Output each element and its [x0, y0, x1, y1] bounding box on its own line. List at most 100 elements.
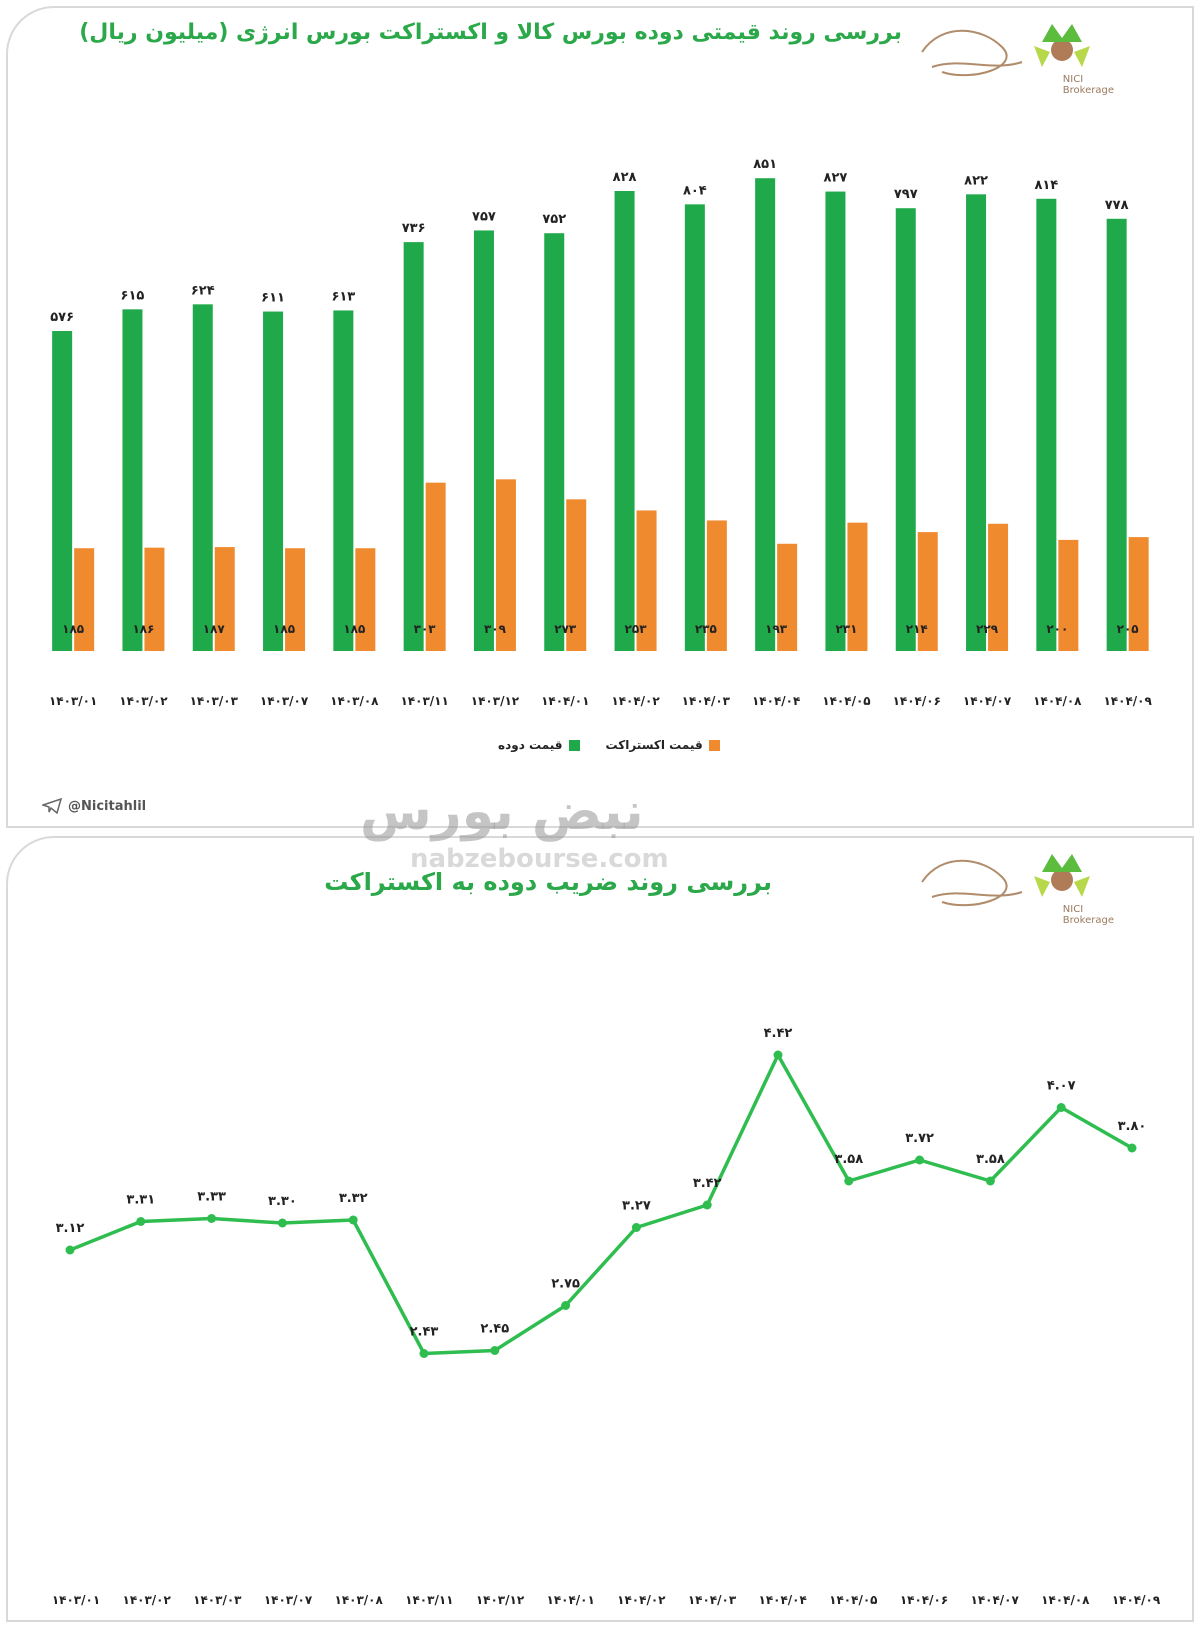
extract-bar	[144, 547, 165, 651]
x-tick-label: ۱۴۰۳/۰۲	[123, 1593, 172, 1607]
carbon-black-value-label: ۷۵۷	[472, 209, 496, 224]
legend-label-extract: قیمت اکستراکت	[605, 738, 703, 752]
ratio-value-label: ۳.۱۲	[56, 1221, 85, 1236]
ratio-chart-panel: بررسی روند ضریب دوده به اکستراکت NICI Br…	[6, 836, 1194, 1622]
ratio-data-point	[1056, 1103, 1066, 1112]
carbon-black-value-label: ۶۲۴	[191, 283, 215, 298]
ratio-value-label: ۴.۴۲	[764, 1026, 793, 1041]
x-tick-label: ۱۴۰۳/۰۸	[335, 1593, 384, 1607]
ratio-data-point	[985, 1176, 995, 1186]
carbon-black-value-label: ۸۰۴	[683, 183, 707, 198]
x-tick-label: ۱۴۰۳/۰۱	[52, 1593, 100, 1607]
x-tick-label: ۱۴۰۴/۰۳	[688, 1593, 737, 1607]
x-tick-label: ۱۴۰۳/۰۲	[119, 694, 168, 708]
ratio-data-point	[65, 1245, 75, 1255]
carbon-black-bar	[966, 194, 987, 652]
extract-value-label: ۲۲۹	[976, 622, 999, 636]
telegram-handle-text: @Nicitahlil	[68, 798, 147, 814]
x-tick-label: ۱۴۰۳/۰۱	[49, 694, 97, 708]
extract-value-label: ۱۸۷	[203, 622, 226, 636]
ratio-value-label: ۳.۳۱	[126, 1193, 155, 1208]
ratio-value-label: ۳.۳۲	[339, 1191, 368, 1206]
x-tick-label: ۱۴۰۴/۰۴	[759, 1593, 807, 1607]
ratio-data-point	[915, 1155, 925, 1165]
carbon-black-value-label: ۸۲۷	[824, 171, 848, 186]
extract-bar	[1128, 537, 1149, 651]
legend-label-carbon-black: قیمت دوده	[498, 738, 563, 752]
ratio-chart-title: بررسی روند ضریب دوده به اکستراکت	[324, 868, 772, 896]
carbon-black-value-label: ۸۵۱	[753, 157, 777, 172]
extract-bar	[636, 510, 657, 651]
carbon-black-bar	[825, 191, 846, 652]
x-tick-label: ۱۴۰۴/۰۲	[611, 694, 660, 708]
ratio-value-label: ۳.۵۸	[834, 1152, 863, 1167]
x-tick-label: ۱۴۰۴/۰۴	[752, 694, 800, 708]
carbon-black-bar	[333, 310, 354, 651]
carbon-black-bar	[614, 191, 635, 651]
extract-bar	[1058, 539, 1079, 651]
extract-bar	[425, 482, 446, 651]
telegram-handle: @Nicitahlil	[42, 798, 146, 814]
x-tick-label: ۱۴۰۴/۰۹	[1112, 1593, 1161, 1607]
carbon-black-value-label: ۷۵۲	[542, 212, 566, 227]
extract-bar	[566, 499, 587, 651]
x-tick-label: ۱۴۰۳/۱۱	[405, 1593, 453, 1607]
ratio-data-point	[490, 1346, 500, 1355]
ratio-value-label: ۴.۰۷	[1047, 1079, 1076, 1094]
carbon-black-bar	[755, 178, 776, 651]
price-chart-title: بررسی روند قیمتی دوده بورس کالا و اکسترا…	[79, 20, 902, 45]
ratio-data-point	[348, 1215, 358, 1225]
carbon-black-bar	[122, 309, 143, 651]
x-tick-label: ۱۴۰۴/۰۵	[822, 694, 870, 708]
ratio-data-point	[1127, 1143, 1137, 1153]
carbon-black-bar	[192, 304, 213, 651]
ratio-value-label: ۳.۷۲	[905, 1131, 934, 1146]
ratio-data-point	[844, 1176, 854, 1186]
x-tick-label: ۱۴۰۴/۰۸	[1041, 1593, 1090, 1607]
x-tick-label: ۱۴۰۳/۰۳	[193, 1593, 242, 1607]
x-tick-label: ۱۴۰۴/۰۶	[893, 694, 941, 708]
carbon-black-bar	[52, 331, 73, 651]
x-tick-label: ۱۴۰۴/۰۷	[971, 1593, 1020, 1607]
x-tick-label: ۱۴۰۴/۰۲	[617, 1593, 666, 1607]
x-tick-label: ۱۴۰۴/۰۱	[547, 1593, 595, 1607]
carbon-black-bar	[403, 242, 424, 651]
extract-value-label: ۱۸۵	[62, 622, 84, 636]
extract-value-label: ۲۷۳	[554, 622, 577, 636]
carbon-black-value-label: ۸۲۸	[613, 170, 637, 185]
ratio-value-label: ۳.۵۸	[976, 1152, 1005, 1167]
ratio-data-point	[136, 1217, 146, 1226]
carbon-black-value-label: ۶۱۳	[331, 289, 355, 304]
extract-value-label: ۲۰۰	[1046, 622, 1068, 636]
x-tick-label: ۱۴۰۳/۰۳	[190, 694, 239, 708]
ratio-data-point	[702, 1200, 712, 1210]
extract-bar	[214, 547, 235, 651]
extract-value-label: ۲۳۱	[835, 622, 857, 636]
x-tick-label: ۱۴۰۴/۰۶	[900, 1593, 948, 1607]
extract-bar	[355, 548, 376, 651]
x-tick-label: ۱۴۰۳/۱۲	[471, 694, 520, 708]
ratio-value-label: ۲.۴۳	[410, 1325, 439, 1340]
carbon-black-value-label: ۸۲۲	[964, 173, 988, 188]
ratio-data-point	[277, 1218, 287, 1228]
x-tick-label: ۱۴۰۳/۰۷	[264, 1593, 313, 1607]
ratio-value-label: ۲.۴۵	[480, 1322, 509, 1337]
x-tick-label: ۱۴۰۳/۱۱	[400, 694, 448, 708]
brand-caption: NICI Brokerage	[1062, 74, 1114, 96]
ratio-data-point	[773, 1050, 783, 1060]
ratio-series-line	[69, 1053, 1133, 1356]
x-tick-label: ۱۴۰۴/۰۸	[1033, 694, 1082, 708]
ratio-value-label: ۳.۲۷	[622, 1199, 651, 1214]
nici-brokerage-logo	[921, 24, 1090, 77]
carbon-black-bar	[263, 311, 284, 651]
legend-swatch-extract	[708, 739, 720, 751]
carbon-black-bar	[895, 208, 916, 651]
extract-bar	[917, 532, 938, 651]
extract-value-label: ۱۹۳	[765, 622, 788, 636]
ratio-value-label: ۳.۴۲	[693, 1176, 722, 1191]
carbon-black-value-label: ۵۷۶	[50, 310, 74, 325]
x-tick-label: ۱۴۰۴/۰۹	[1103, 694, 1152, 708]
carbon-black-value-label: ۸۱۴	[1034, 178, 1058, 193]
x-tick-label: ۱۴۰۴/۰۳	[682, 694, 731, 708]
legend-item-carbon-black: قیمت دوده	[498, 738, 580, 752]
